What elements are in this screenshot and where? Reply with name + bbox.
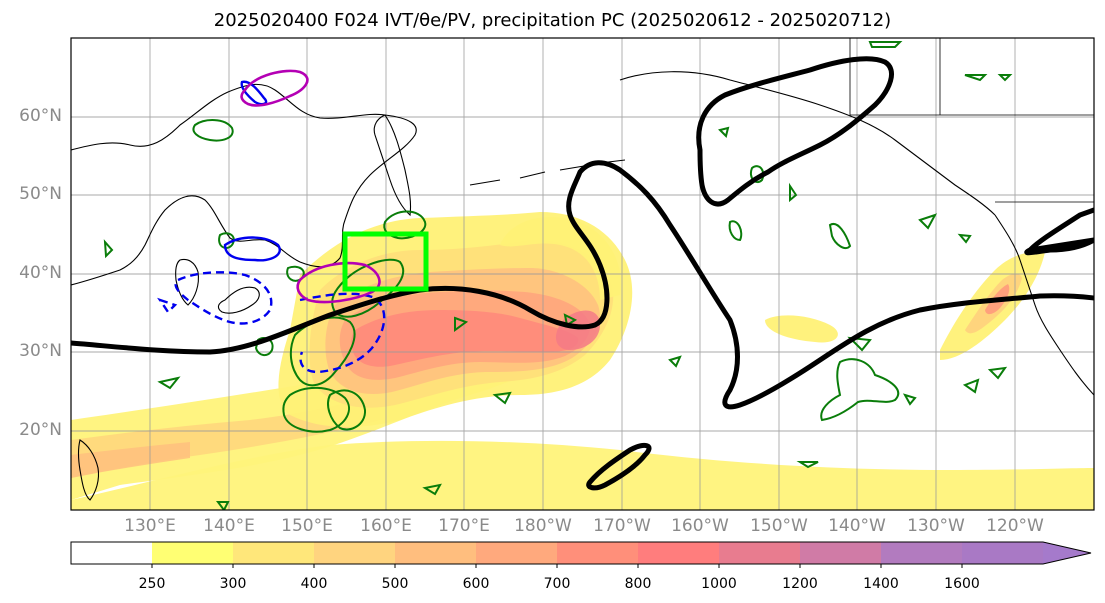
colorbar-segment	[233, 542, 315, 564]
lat-label-20n: 20°N	[19, 420, 62, 440]
philippines-coastline	[77, 439, 100, 501]
colorbar-label-300: 300	[219, 576, 247, 592]
lon-label-120w: 120°W	[986, 516, 1044, 536]
ivt-ar-800	[351, 310, 579, 367]
black-contour-east	[1024, 207, 1094, 256]
lon-label-140e: 140°E	[203, 516, 255, 536]
coastlines	[71, 38, 1094, 501]
colorbar-segment	[800, 542, 882, 564]
lat-label-30n: 30°N	[19, 341, 62, 361]
lon-label-160e: 160°E	[360, 516, 412, 536]
map-title: 2025020400 F024 IVT/θe/PV, precipitation…	[213, 10, 892, 31]
lon-label-160w: 160°W	[671, 516, 729, 536]
lon-label-140w: 140°W	[828, 516, 886, 536]
lon-label-180w: 180°W	[514, 516, 572, 536]
black-contours	[71, 56, 1094, 491]
colorbar-label-700: 700	[543, 576, 571, 592]
green-contours	[103, 41, 1013, 510]
colorbar-label-1400: 1400	[863, 576, 899, 592]
colorbar-label-250: 250	[138, 576, 166, 592]
colorbar-segment	[395, 542, 477, 564]
ivt-patch-central	[765, 315, 838, 343]
colorbar-segment	[962, 542, 1044, 564]
alaska-coastline	[619, 71, 996, 216]
aleutians	[469, 159, 626, 186]
lon-label-170e: 170°E	[438, 516, 490, 536]
lon-label-130e: 130°E	[124, 516, 176, 536]
colorbar-label-800: 800	[624, 576, 652, 592]
colorbar-label-500: 500	[381, 576, 409, 592]
lon-label-130w: 130°W	[907, 516, 965, 536]
north-america-coastline	[994, 214, 1094, 396]
ivt-shading	[71, 212, 1094, 510]
gridlines	[71, 38, 1094, 510]
colorbar-label-1200: 1200	[782, 576, 818, 592]
blue-dashed-contours	[157, 80, 386, 374]
lat-label-60n: 60°N	[19, 106, 62, 126]
colorbar-label-400: 400	[300, 576, 328, 592]
colorbar-segment	[719, 542, 801, 564]
canada-border	[849, 38, 1094, 203]
lon-label-150w: 150°W	[750, 516, 808, 536]
colorbar-segment	[476, 542, 558, 564]
lat-label-40n: 40°N	[19, 263, 62, 283]
ivt-band-south	[71, 440, 1094, 510]
colorbar-label-1000: 1000	[701, 576, 737, 592]
colorbar-segment	[557, 542, 639, 564]
colorbar-segment	[71, 542, 153, 564]
ivt-swirl	[500, 216, 621, 300]
black-contour-main	[71, 160, 1094, 410]
colorbar-extend-arrow	[1043, 542, 1091, 564]
korea-coastline	[175, 258, 199, 306]
black-contour-south	[586, 442, 652, 491]
colorbar-segment	[638, 542, 720, 564]
black-contour-north	[696, 56, 894, 207]
colorbar-segment	[881, 542, 963, 564]
colorbar-label-1600: 1600	[944, 576, 980, 592]
japan-coastline	[217, 286, 260, 314]
colorbar	[70, 541, 1092, 568]
lat-label-50n: 50°N	[19, 184, 62, 204]
ivt-band-south-core	[71, 442, 190, 478]
colorbar-segment	[314, 542, 396, 564]
map-border	[70, 37, 1095, 511]
lon-label-170w: 170°W	[593, 516, 651, 536]
lon-label-150e: 150°E	[281, 516, 333, 536]
kamchatka-coastline	[373, 114, 412, 217]
colorbar-outline	[70, 541, 1092, 565]
colorbar-label-600: 600	[462, 576, 490, 592]
colorbar-segment	[152, 542, 234, 564]
highlight-box	[342, 231, 429, 292]
asia-coastline	[71, 83, 417, 286]
